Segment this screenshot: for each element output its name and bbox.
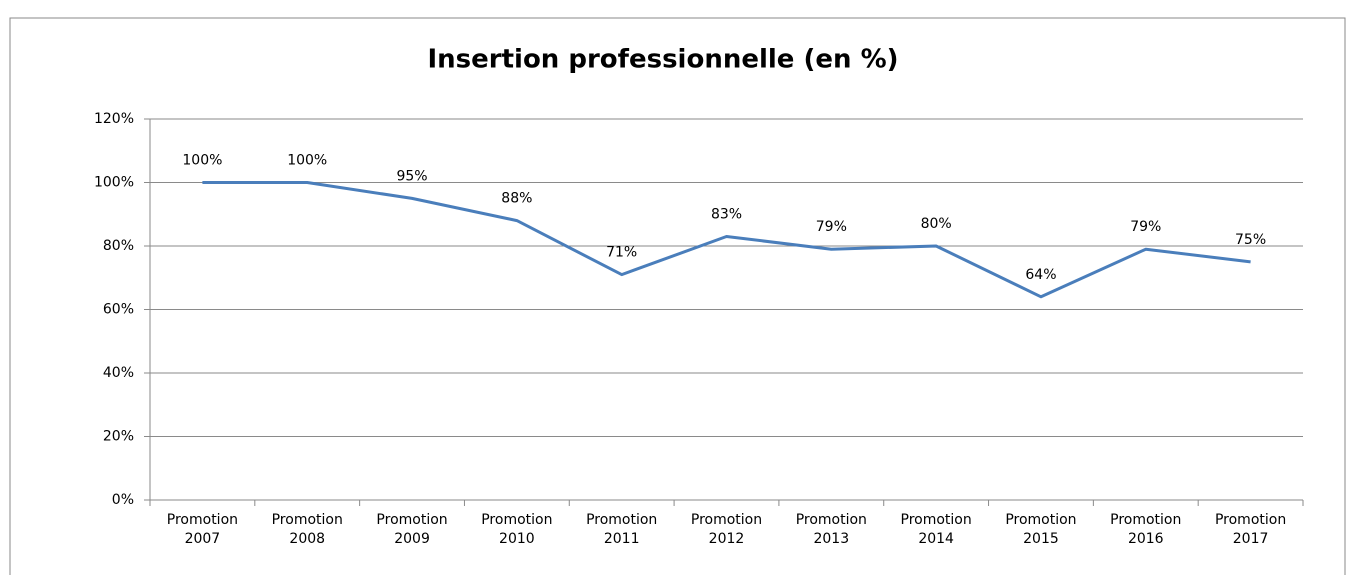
data-label: 80% [921, 216, 952, 232]
data-label: 88% [501, 191, 532, 207]
data-label: 100% [287, 153, 327, 169]
x-tick-label: Promotion 2008 [272, 512, 343, 547]
x-tick-label: Promotion 2017 [1215, 512, 1286, 547]
data-label: 79% [816, 219, 847, 235]
data-label: 71% [606, 245, 637, 261]
x-tick-label: Promotion 2012 [691, 512, 762, 547]
x-tick-label: Promotion 2009 [376, 512, 447, 547]
line-series [202, 181, 1251, 299]
y-tick-label: 20% [103, 429, 134, 445]
y-tick-label: 120% [94, 111, 134, 127]
data-label: 79% [1130, 219, 1161, 235]
y-tick-label: 0% [112, 492, 134, 508]
data-label: 64% [1025, 267, 1056, 283]
y-tick-label: 80% [103, 238, 134, 254]
x-tick-label: Promotion 2011 [586, 512, 657, 547]
chart-title: Insertion professionnelle (en %) [427, 45, 898, 75]
x-tick-label: Promotion 2014 [901, 512, 972, 547]
x-tick-label: Promotion 2015 [1005, 512, 1076, 547]
data-label: 75% [1235, 232, 1266, 248]
y-tick-label: 40% [103, 365, 134, 381]
y-tick-label: 100% [94, 175, 134, 191]
y-tick-label: 60% [103, 302, 134, 318]
x-tick-label: Promotion 2013 [796, 512, 867, 547]
data-label: 100% [182, 153, 222, 169]
x-tick-label: Promotion 2007 [167, 512, 238, 547]
x-tick-label: Promotion 2010 [481, 512, 552, 547]
x-tick-label: Promotion 2016 [1110, 512, 1181, 547]
data-label: 95% [396, 168, 427, 184]
data-label: 83% [711, 206, 742, 222]
chart-frame [9, 17, 1346, 575]
